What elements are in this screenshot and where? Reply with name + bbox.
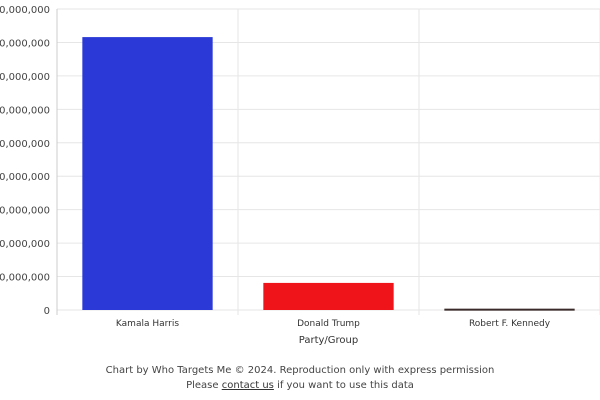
y-tick-label: 60,000,000 <box>0 105 50 116</box>
bar-chart: 0 10,000,000 20,000,000 30,000,000 40,000,00… <box>0 5 600 346</box>
contact-link[interactable]: contact us <box>221 380 274 391</box>
x-tick-label: Donald Trump <box>297 319 360 329</box>
y-tick-label: 10,000,000 <box>0 273 50 284</box>
bar-1 <box>263 282 394 310</box>
y-tick-label: 50,000,000 <box>0 139 50 150</box>
y-tick-label: 0 <box>44 306 50 317</box>
x-tick-label: Robert F. Kennedy <box>469 319 551 329</box>
y-tick-label: 80,000,000 <box>0 38 50 49</box>
x-axis-label: Party/Group <box>299 335 358 346</box>
contact-post: if you want to use this data <box>273 380 414 391</box>
y-tick-label: 30,000,000 <box>0 206 50 217</box>
y-tick-label: 70,000,000 <box>0 72 50 83</box>
y-tick-label: 40,000,000 <box>0 172 50 183</box>
contact-pre: Please <box>186 380 222 391</box>
bar-0 <box>82 37 213 311</box>
y-tick-label: 20,000,000 <box>0 239 50 250</box>
y-tick-label: 90,000,000 <box>0 5 50 16</box>
contact-text: Please contact us if you want to use thi… <box>0 380 600 391</box>
x-tick-label: Kamala Harris <box>116 319 179 329</box>
bar-2 <box>444 308 575 311</box>
credit-text: Chart by Who Targets Me © 2024. Reproduc… <box>105 365 495 376</box>
